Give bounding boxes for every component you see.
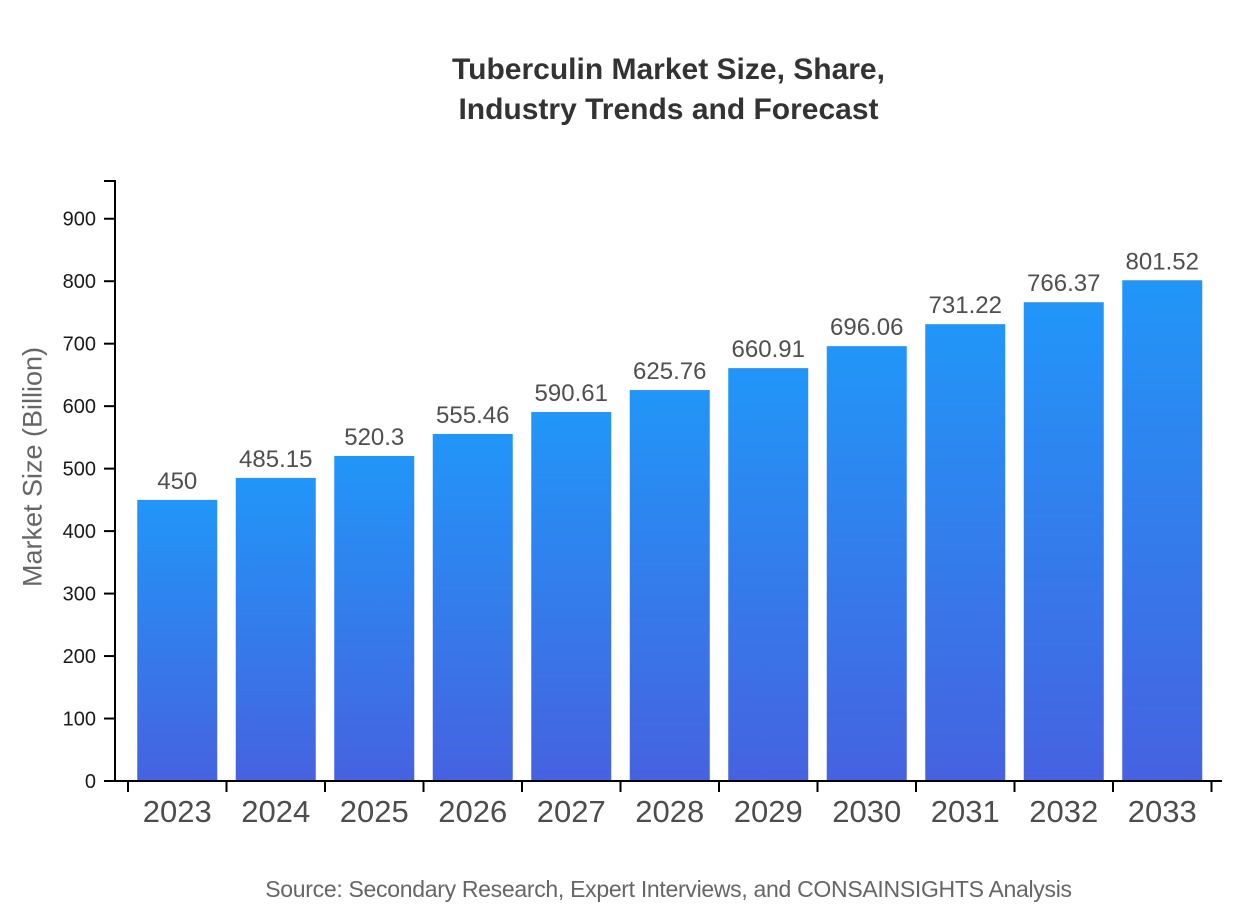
bar-2033 [1122, 280, 1203, 781]
x-tick-label: 2033 [1128, 794, 1197, 829]
bar-value-label: 660.91 [732, 336, 805, 363]
chart-title-line2: Industry Trends and Forecast [458, 93, 879, 126]
x-tick-label: 2029 [734, 794, 803, 829]
y-tick-label: 100 [63, 709, 96, 731]
bar-2026 [432, 433, 513, 781]
bar-2025 [334, 455, 415, 781]
bar-value-label: 485.15 [239, 446, 312, 473]
bar-2023 [137, 499, 218, 781]
x-tick-label: 2032 [1029, 794, 1098, 829]
y-tick-label: 700 [63, 334, 96, 356]
x-tick-label: 2025 [340, 794, 409, 829]
x-tick-label: 2028 [635, 794, 704, 829]
x-tick-label: 2027 [537, 794, 606, 829]
bar-2032 [1023, 302, 1104, 781]
x-tick-label: 2026 [438, 794, 507, 829]
bar-2027 [531, 412, 612, 781]
bar-value-label: 625.76 [633, 358, 706, 385]
source-note: Source: Secondary Research, Expert Inter… [265, 876, 1072, 902]
chart-title: Tuberculin Market Size, Share, Industry … [115, 50, 1222, 130]
x-tick-label: 2031 [931, 794, 1000, 829]
bar-value-label: 450 [157, 468, 197, 495]
y-tick-label: 800 [63, 271, 96, 293]
y-tick-label: 400 [63, 521, 96, 543]
bar-value-label: 590.61 [535, 380, 608, 407]
bar-2024 [235, 477, 316, 781]
y-tick-label: 500 [63, 459, 96, 481]
bar-2028 [629, 390, 710, 781]
y-tick-label: 200 [63, 646, 96, 668]
y-tick-label: 900 [63, 209, 96, 231]
bar-value-label: 520.3 [344, 424, 404, 451]
bar-value-label: 731.22 [929, 292, 1002, 319]
y-tick-label: 0 [85, 771, 96, 793]
bar-value-label: 555.46 [436, 402, 509, 429]
bar-value-label: 696.06 [830, 314, 903, 341]
x-tick-label: 2030 [832, 794, 901, 829]
x-tick-label: 2023 [143, 794, 212, 829]
chart-title-line1: Tuberculin Market Size, Share, [452, 53, 885, 86]
bar-2031 [925, 324, 1006, 781]
bar-2029 [728, 368, 809, 781]
x-tick-label: 2024 [241, 794, 310, 829]
y-tick-label: 600 [63, 396, 96, 418]
bar-value-label: 766.37 [1027, 270, 1100, 297]
y-tick-label: 300 [63, 584, 96, 606]
bar-2030 [826, 346, 907, 781]
bar-value-label: 801.52 [1126, 248, 1199, 275]
